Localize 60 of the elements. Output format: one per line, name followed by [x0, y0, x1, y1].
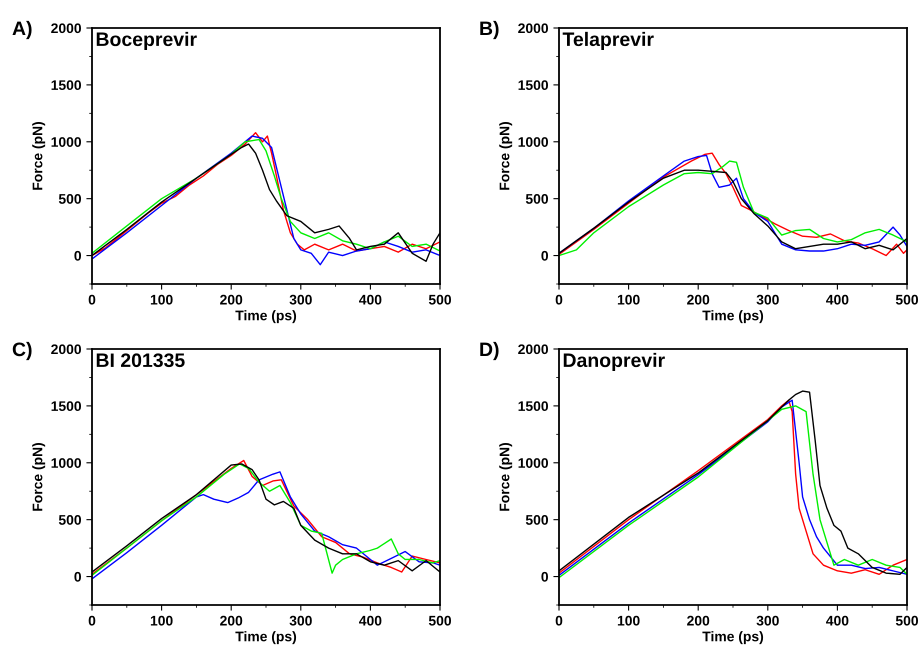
y-tick-label: 0	[74, 250, 82, 261]
y-tick-label: 2000	[51, 23, 82, 34]
x-tick-label: 400	[359, 294, 382, 305]
y-tick-label: 500	[526, 194, 548, 204]
x-tick-label: 100	[150, 294, 173, 305]
x-tick-label: 100	[618, 616, 640, 626]
x-tick-label: 100	[150, 616, 173, 626]
y-tick-label: 1000	[52, 458, 82, 468]
y-tick-label: 0	[541, 572, 548, 582]
y-axis-title: Force (pN)	[499, 442, 512, 511]
x-tick-label: 100	[618, 294, 640, 305]
x-tick-label: 300	[756, 294, 779, 305]
x-tick-label: 200	[220, 294, 242, 305]
x-tick-label: 300	[756, 616, 779, 626]
x-tick-label: 500	[896, 616, 918, 626]
text: C)	[12, 342, 32, 360]
x-tick-label: 500	[428, 616, 452, 626]
y-tick-label: 2000	[518, 23, 548, 34]
x-tick-label: 300	[290, 616, 312, 626]
x-tick-label: 0	[88, 294, 96, 305]
y-tick-label: 1000	[52, 137, 82, 147]
text: B)	[480, 20, 499, 40]
y-tick-label: 1500	[518, 401, 548, 412]
x-tick-label: 500	[896, 294, 918, 305]
y-tick-label: 1500	[518, 80, 548, 90]
y-tick-label: 1500	[52, 401, 82, 412]
chart-title: Danoprevir	[564, 352, 665, 371]
x-axis-title: Time (ps)	[702, 631, 764, 644]
chart-title: Telaprevir	[562, 32, 654, 50]
y-tick-label: 2000	[51, 344, 82, 354]
x-tick-label: 400	[826, 294, 848, 305]
x-tick-label: 300	[290, 294, 312, 305]
y-tick-label: 1000	[518, 458, 548, 468]
y-tick-label: 1500	[52, 80, 82, 90]
y-tick-label: 2000	[518, 344, 548, 354]
x-axis-title: Time (ps)	[702, 310, 764, 324]
chart-title: Boceprevir	[96, 32, 197, 50]
text: A)	[12, 20, 32, 40]
x-tick-label: 0	[556, 294, 562, 305]
x-tick-label: 200	[220, 616, 242, 626]
x-tick-label: 0	[88, 616, 96, 626]
y-tick-label: 500	[526, 515, 548, 525]
y-tick-label: 0	[541, 250, 548, 261]
y-axis-title: Force (pN)	[32, 442, 46, 511]
x-tick-label: 400	[826, 616, 848, 626]
x-tick-label: 500	[428, 294, 452, 305]
x-tick-label: 400	[359, 616, 382, 626]
y-axis-title: Force (pN)	[499, 122, 512, 190]
x-tick-label: 0	[556, 616, 562, 626]
y-axis-title: Force (pN)	[32, 122, 46, 190]
y-tick-label: 1000	[518, 137, 548, 147]
y-tick-label: 0	[74, 572, 82, 582]
x-tick-label: 200	[687, 294, 710, 305]
y-tick-label: 500	[58, 515, 82, 525]
chart-title: BI 201335	[96, 353, 185, 368]
x-tick-label: 200	[687, 616, 710, 626]
x-axis-title: Time (ps)	[235, 631, 296, 644]
text: D)	[480, 342, 499, 360]
x-axis-title: Time (ps)	[235, 310, 296, 324]
y-tick-label: 500	[58, 194, 82, 204]
